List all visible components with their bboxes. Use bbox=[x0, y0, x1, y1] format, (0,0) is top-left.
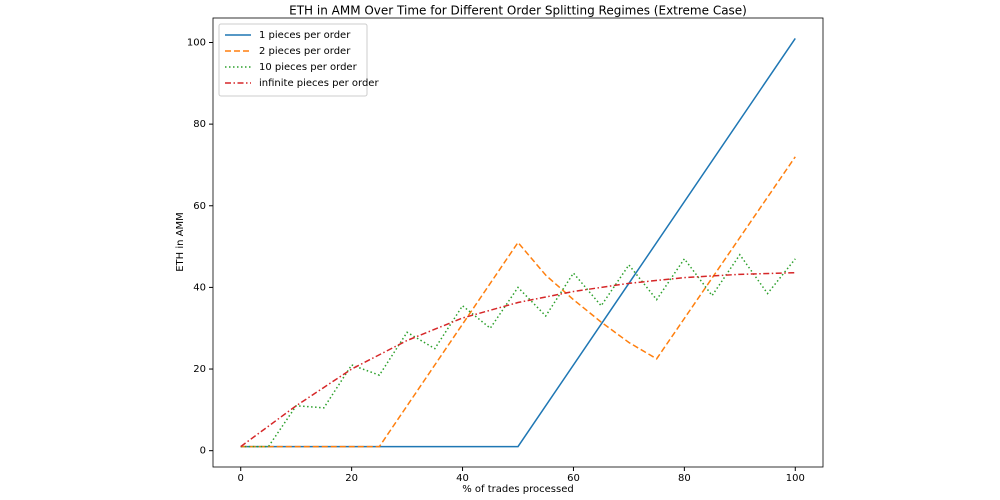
x-tick-label: 60 bbox=[567, 473, 580, 484]
line bbox=[240, 271, 796, 448]
y-tick-label: 0 bbox=[200, 446, 206, 457]
y-tick-label: 40 bbox=[193, 282, 206, 293]
x-tick-label: 0 bbox=[238, 473, 244, 484]
chart-title: ETH in AMM Over Time for Different Order… bbox=[289, 4, 747, 18]
legend: 1 pieces per order 2 pieces per order 10 p… bbox=[218, 23, 379, 97]
plot-frame bbox=[212, 17, 824, 468]
x-tick-label: 80 bbox=[678, 473, 691, 484]
legend-box bbox=[218, 23, 368, 97]
x-tick-label: 100 bbox=[786, 473, 805, 484]
y-axis-label: ETH in AMM bbox=[175, 212, 186, 272]
legend-label: 1 pieces per order bbox=[259, 30, 351, 41]
line bbox=[240, 156, 796, 448]
y-tick-label: 20 bbox=[193, 364, 206, 375]
x-axis-label: % of trades processed bbox=[462, 484, 573, 495]
x-tick-label: 20 bbox=[345, 473, 358, 484]
legend-label: 10 pieces per order bbox=[259, 62, 358, 73]
y-tick-label: 100 bbox=[187, 37, 206, 48]
legend-label: infinite pieces per order bbox=[259, 78, 379, 89]
y-tick-label: 80 bbox=[193, 119, 206, 130]
legend-label: 2 pieces per order bbox=[259, 46, 351, 57]
x-tick-label: 40 bbox=[456, 473, 469, 484]
y-tick-label: 60 bbox=[193, 201, 206, 212]
line bbox=[240, 253, 796, 448]
